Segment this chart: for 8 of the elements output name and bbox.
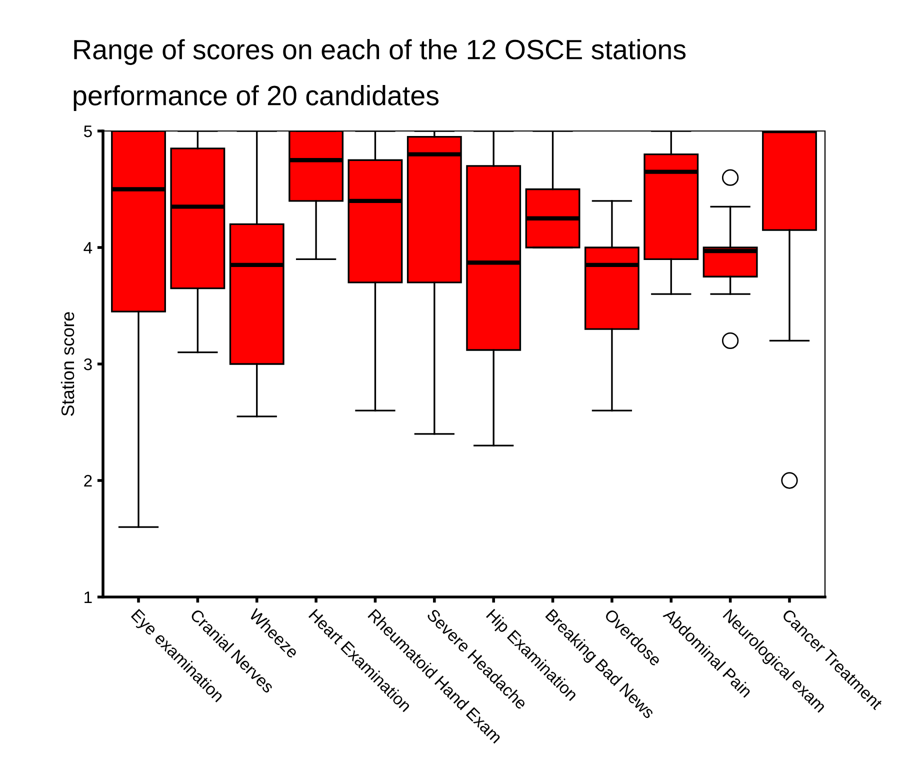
chart-title: Range of scores on each of the 12 OSCE stations	[74, 39, 686, 65]
y-tick-label: 5	[84, 126, 92, 138]
chart-subtitle: performance of 20 candidates	[74, 85, 439, 111]
y-tick-label: 2	[84, 474, 92, 487]
y-tick-label: 3	[84, 358, 92, 370]
y-tick-label: 4	[84, 242, 92, 254]
y-axis-title: Station score	[60, 312, 74, 416]
y-tick-label: 1	[84, 592, 92, 604]
